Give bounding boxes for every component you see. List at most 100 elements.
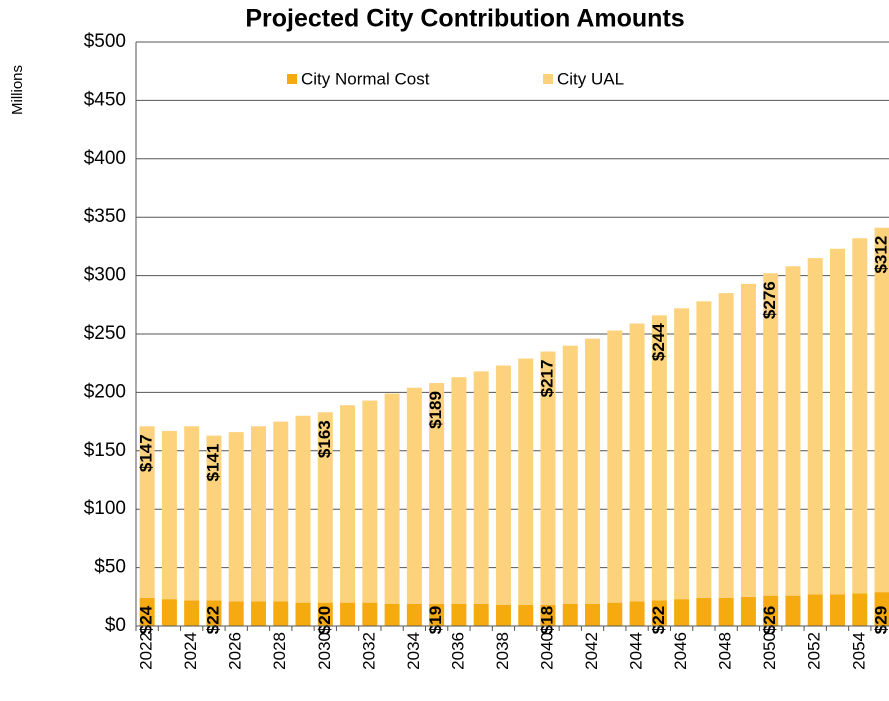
bar-segment — [674, 599, 690, 626]
bar-segment — [429, 603, 445, 626]
bar-segment — [184, 600, 200, 626]
x-tick-label: 2052 — [805, 632, 824, 670]
bar-segment — [451, 603, 467, 626]
bar-segment — [607, 330, 623, 603]
bar-segment — [362, 400, 378, 603]
bar-segment — [495, 604, 511, 626]
data-label: $18 — [537, 606, 556, 634]
y-axis-label: Millions — [9, 65, 26, 115]
x-tick-label: 2046 — [671, 632, 690, 670]
x-tick-label: 2030 — [315, 632, 334, 670]
bar-segment — [340, 602, 356, 626]
data-label: $24 — [137, 605, 156, 634]
y-tick-label: $200 — [84, 381, 126, 402]
bar-segment — [161, 599, 177, 626]
bar-segment — [206, 435, 222, 601]
data-label: $189 — [426, 391, 445, 429]
bar-segment — [384, 393, 400, 604]
data-label: $312 — [872, 236, 889, 274]
bar-segment — [317, 602, 333, 626]
bar-segment — [273, 601, 289, 626]
data-label: $163 — [315, 420, 334, 458]
bar-segment — [763, 273, 779, 596]
bar-segment — [607, 602, 623, 626]
x-tick-label: 2026 — [226, 632, 245, 670]
bar-segment — [540, 351, 556, 605]
legend-swatch — [543, 74, 553, 84]
data-label: $141 — [203, 444, 222, 482]
bar-segment — [562, 345, 578, 604]
data-label: $26 — [760, 606, 779, 634]
bar-segment — [362, 602, 378, 626]
bar-segment — [139, 597, 155, 626]
bar-segment — [651, 600, 667, 626]
bar-segment — [830, 248, 846, 595]
y-tick-label: $400 — [84, 148, 126, 169]
bar-segment — [384, 603, 400, 626]
bar-segment — [696, 301, 712, 598]
bar-segment — [161, 430, 177, 600]
bar-segment — [874, 592, 889, 626]
legend-label: City UAL — [557, 69, 624, 88]
y-tick-label: $450 — [84, 89, 126, 110]
bar-segment — [718, 293, 734, 598]
bar-segment — [250, 601, 266, 626]
x-tick-label: 2034 — [404, 632, 423, 670]
bar-segment — [629, 601, 645, 626]
x-tick-label: 2022 — [137, 632, 156, 670]
y-tick-label: $500 — [84, 31, 126, 52]
x-tick-label: 2054 — [849, 632, 868, 670]
bar-segment — [852, 238, 868, 594]
bar-segment — [273, 421, 289, 602]
data-label: $244 — [649, 323, 668, 361]
bar-segment — [184, 426, 200, 601]
bar-segment — [718, 597, 734, 626]
bar-segment — [740, 283, 756, 597]
bar-segment — [250, 426, 266, 602]
bar-segment — [785, 595, 801, 626]
bar-segment — [651, 315, 667, 601]
legend-swatch — [287, 74, 297, 84]
bar-segment — [807, 594, 823, 626]
data-label: $19 — [426, 606, 445, 634]
bar-segment — [317, 412, 333, 603]
data-label: $276 — [760, 281, 779, 319]
data-label: $29 — [872, 606, 889, 634]
y-tick-label: $250 — [84, 323, 126, 344]
bar-segment — [451, 377, 467, 604]
bar-segment — [473, 603, 489, 626]
data-label: $22 — [649, 606, 668, 634]
bar-segment — [518, 604, 534, 626]
x-tick-label: 2044 — [627, 632, 646, 670]
bar-segment — [629, 323, 645, 602]
x-tick-label: 2038 — [493, 632, 512, 670]
bar-segment — [785, 266, 801, 596]
bar-segment — [295, 602, 311, 626]
bar-segment — [340, 405, 356, 603]
x-tick-label: 2048 — [716, 632, 735, 670]
data-label: $20 — [315, 606, 334, 634]
bar-segment — [429, 383, 445, 604]
bar-segment — [228, 432, 244, 602]
bar-segment — [406, 387, 422, 604]
x-tick-label: 2032 — [359, 632, 378, 670]
bar-segment — [206, 600, 222, 626]
bar-segment — [852, 593, 868, 626]
bar-segment — [228, 601, 244, 626]
bar-segment — [585, 603, 601, 626]
bar-segment — [740, 596, 756, 626]
bar-segment — [696, 597, 712, 626]
bar-segment — [585, 338, 601, 604]
x-tick-label: 2042 — [582, 632, 601, 670]
data-label: $147 — [137, 434, 156, 472]
bar-segment — [674, 308, 690, 600]
x-tick-label: 2050 — [760, 632, 779, 670]
bar-segment — [562, 603, 578, 626]
y-tick-label: $150 — [84, 440, 126, 461]
bar-segment — [830, 594, 846, 626]
data-label: $217 — [537, 360, 556, 398]
x-tick-label: 2036 — [448, 632, 467, 670]
bar-segment — [518, 358, 534, 605]
bar-segment — [540, 604, 556, 626]
